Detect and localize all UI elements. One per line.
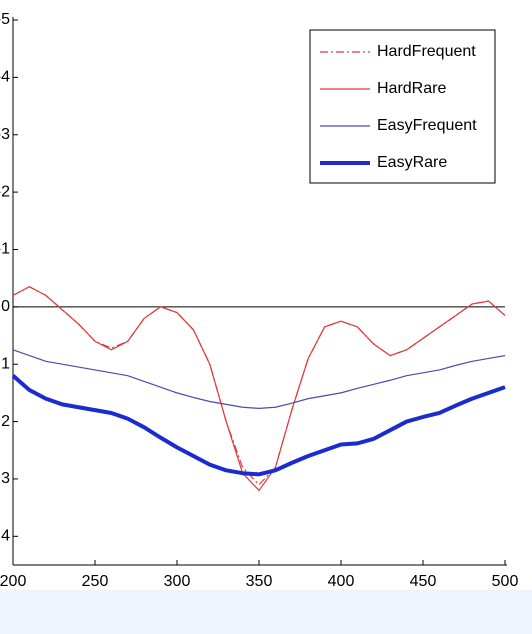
legend-label: EasyFrequent bbox=[377, 117, 477, 134]
legend: HardFrequent HardRare EasyFrequent EasyRare bbox=[309, 29, 496, 184]
legend-label: HardFrequent bbox=[377, 43, 476, 60]
y-tick-label: 2 bbox=[1, 413, 10, 430]
x-tick-label: 500 bbox=[492, 573, 519, 590]
x-tick-label: 300 bbox=[164, 573, 191, 590]
y-tick-label: -5 bbox=[0, 11, 10, 28]
legend-label: HardRare bbox=[377, 80, 446, 97]
y-tick-label: 0 bbox=[1, 298, 10, 315]
legend-label: EasyRare bbox=[377, 154, 447, 171]
series-line bbox=[11, 374, 506, 477]
y-tick-label: -4 bbox=[0, 69, 10, 86]
y-tick-label: 4 bbox=[1, 528, 10, 545]
x-tick-label: 450 bbox=[410, 573, 437, 590]
footer-band bbox=[0, 590, 532, 634]
x-tick-label: 350 bbox=[246, 573, 273, 590]
series-line bbox=[12, 286, 506, 492]
y-tick-label: 1 bbox=[1, 355, 10, 372]
y-tick-label: -1 bbox=[0, 241, 10, 258]
y-tick-label: 3 bbox=[1, 470, 10, 487]
legend-box bbox=[309, 29, 496, 184]
x-tick-label: 400 bbox=[328, 573, 355, 590]
series-line bbox=[12, 349, 506, 409]
x-tick-label: 200 bbox=[0, 573, 26, 590]
series-line bbox=[12, 286, 506, 486]
x-tick-label: 250 bbox=[82, 573, 109, 590]
y-tick-label: -3 bbox=[0, 126, 10, 143]
y-tick-label: -2 bbox=[0, 183, 10, 200]
